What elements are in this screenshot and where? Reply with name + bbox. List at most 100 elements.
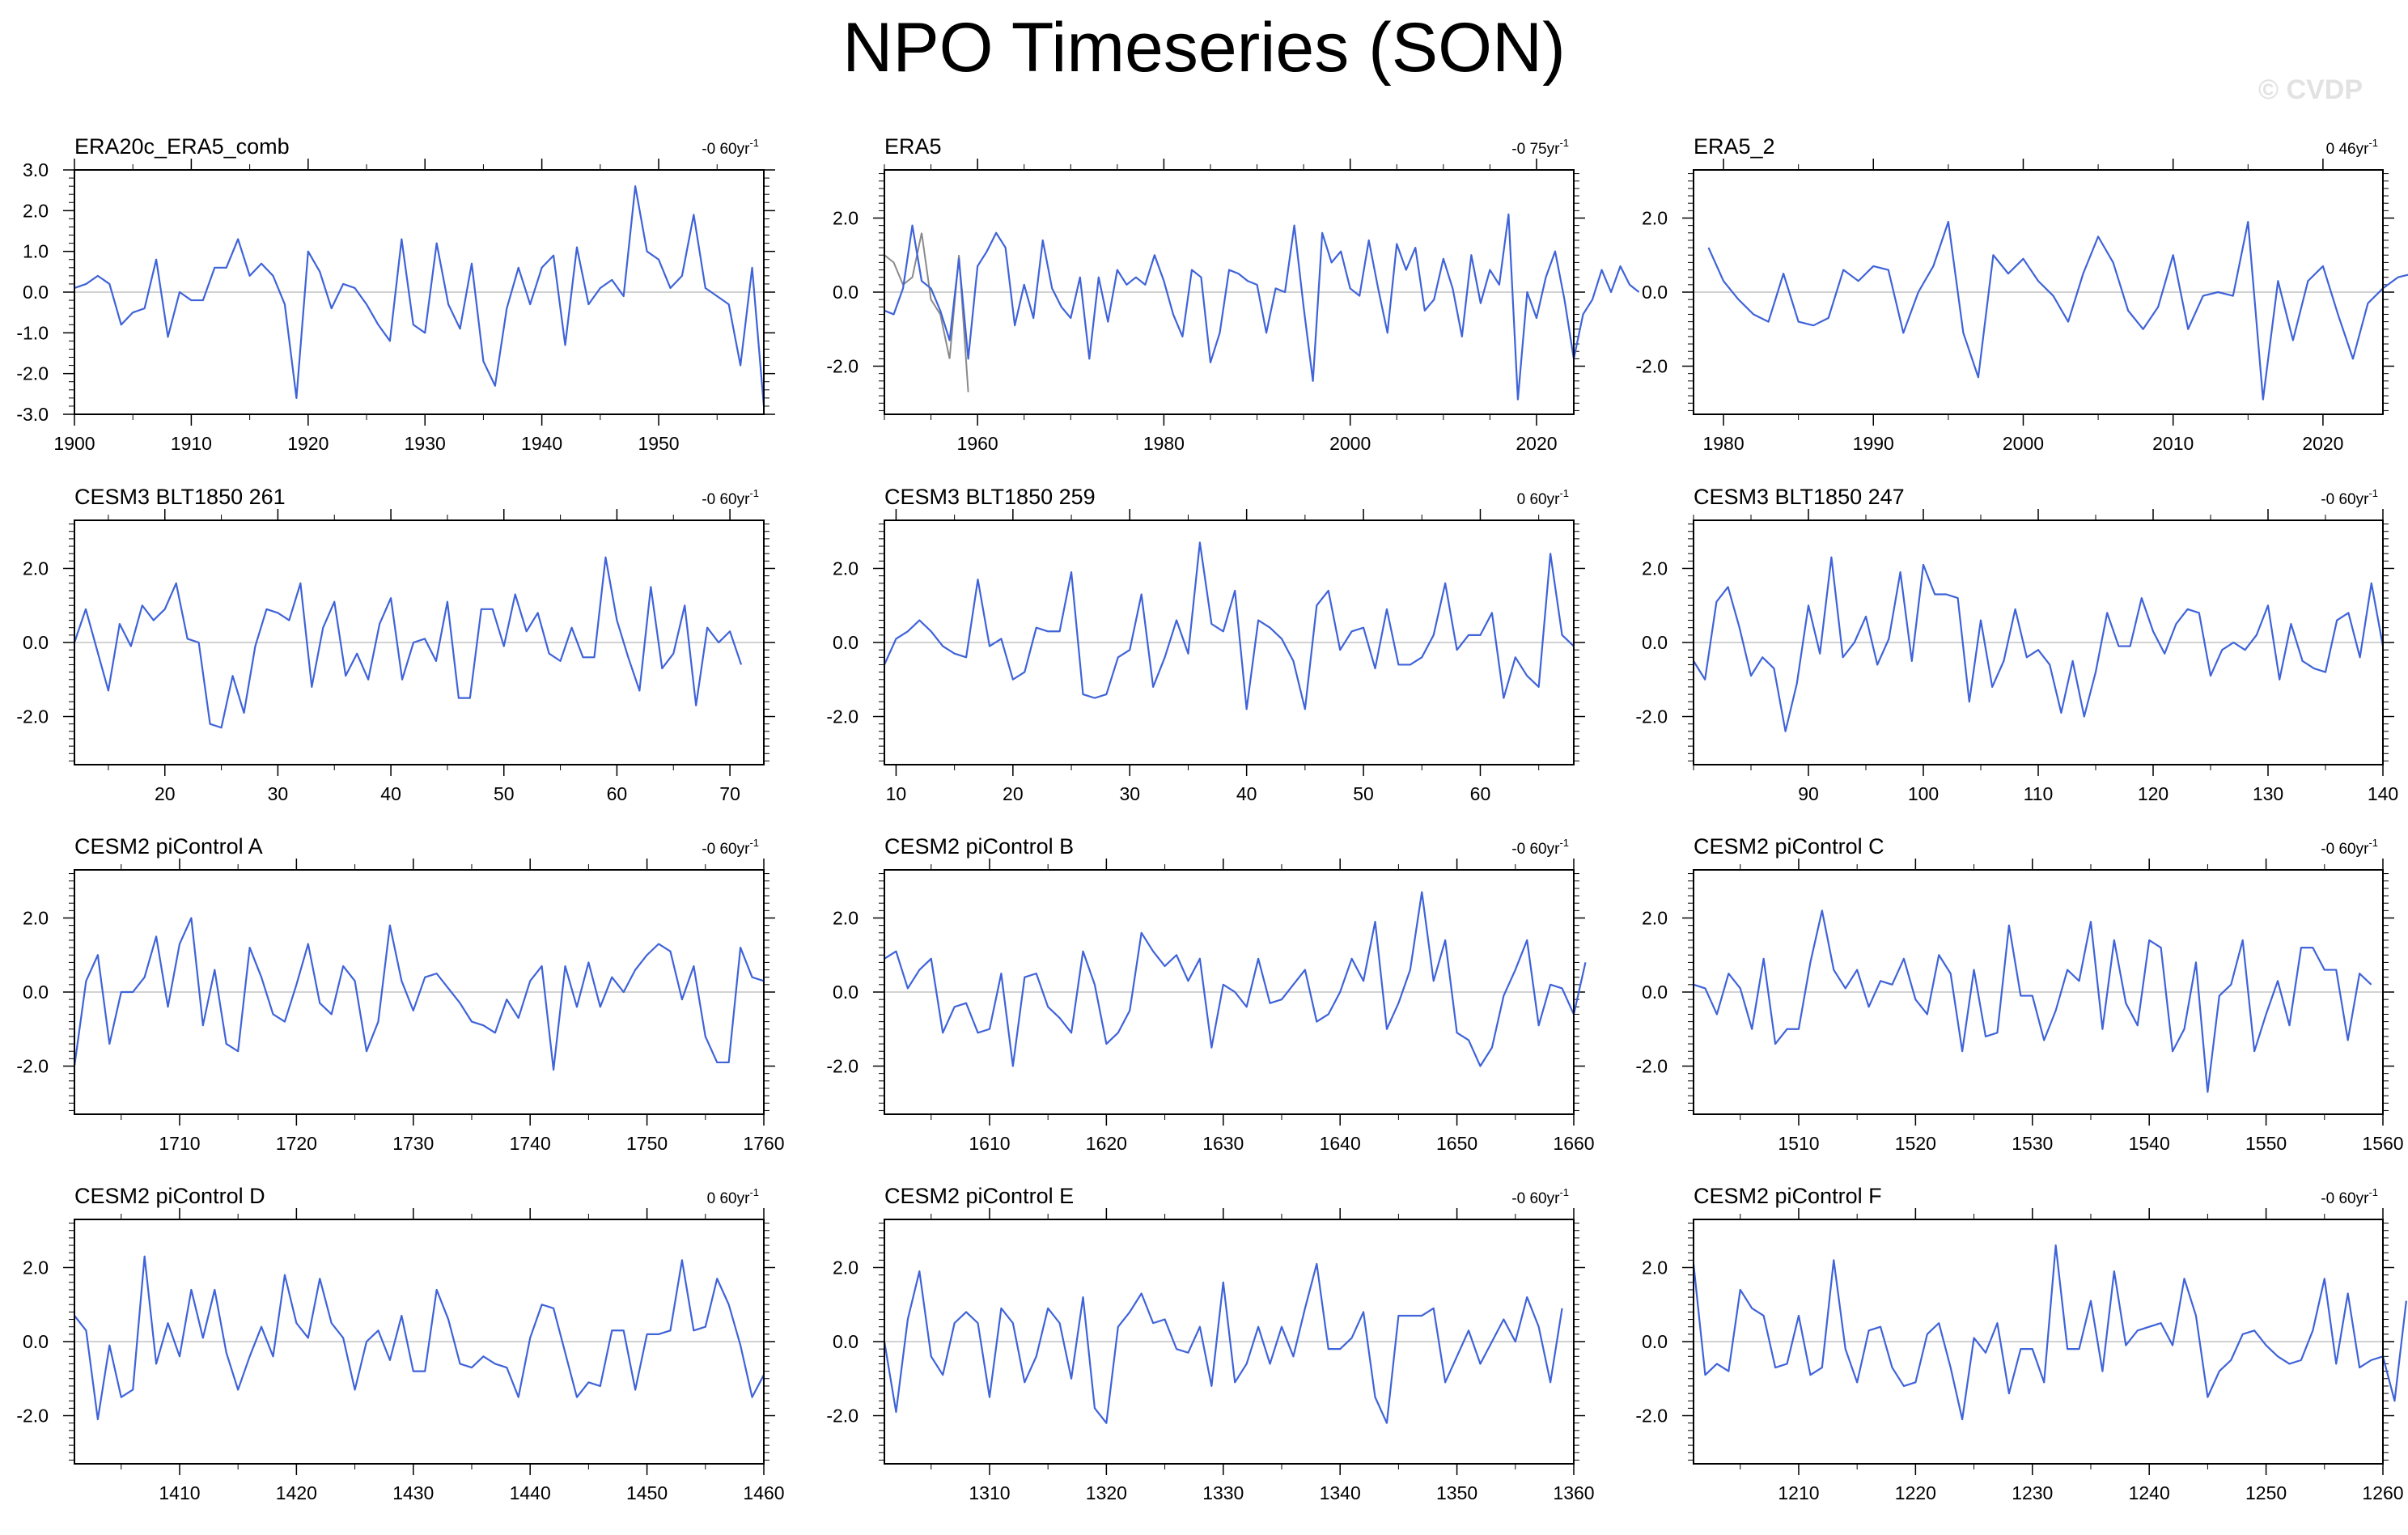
x-tick-label: 1940 <box>521 433 562 454</box>
y-tick-label: 0.0 <box>23 1331 49 1352</box>
y-tick-label: 0.0 <box>833 982 858 1003</box>
y-tick-label: -2.0 <box>1635 706 1668 727</box>
x-tick-label: 1550 <box>2245 1133 2287 1154</box>
panel-title: CESM3 BLT1850 247 <box>1694 485 1905 509</box>
x-tick-label: 20 <box>155 783 176 804</box>
y-tick-label: -2.0 <box>826 356 858 377</box>
chart-panel: ERA20c_ERA5_comb -0 60yr-1 -3.0 -2.0 -1.0 0.0… <box>16 134 775 454</box>
x-tick-label: 1750 <box>626 1133 668 1154</box>
y-tick-label: 0.0 <box>1642 1331 1668 1352</box>
x-tick-label: 1740 <box>510 1133 551 1154</box>
x-tick-label: 30 <box>1119 783 1140 804</box>
trend-exponent: -1 <box>2368 1186 2378 1198</box>
chart-panel: CESM3 BLT1850 261 -0 60yr-1 -2.0 0.0 2.0 20 30… <box>16 485 775 804</box>
chart-panel: ERA5_2 0 46yr-1 -2.0 0.0 2.0 1980 1990 2000 2010… <box>1635 134 2408 454</box>
x-tick-label: 1640 <box>1320 1133 1361 1154</box>
trend-label: -0 60yr-1 <box>2321 837 2378 858</box>
x-tick-label: 1530 <box>2012 1133 2053 1154</box>
x-tick-label: 1990 <box>1853 433 1894 454</box>
chart-panel: CESM2 piControl B -0 60yr-1 -2.0 0.0 2.0 1610… <box>826 834 1594 1154</box>
plot-frame <box>1693 869 2384 1115</box>
chart-panel: CESM2 piControl F -0 60yr-1 -2.0 0.0 2.0 1210… <box>1635 1184 2407 1503</box>
x-tick-label: 140 <box>2368 783 2398 804</box>
x-tick-label: 110 <box>2024 783 2054 804</box>
y-tick-label: -1.0 <box>16 322 49 343</box>
x-tick-label: 1900 <box>53 433 95 454</box>
x-tick-label: 50 <box>494 783 515 804</box>
trend-exponent: -1 <box>1559 487 1569 499</box>
series-line <box>884 213 1640 401</box>
trend-exponent: -1 <box>2368 487 2378 499</box>
x-tick-label: 90 <box>1798 783 1819 804</box>
x-tick-label: 2020 <box>1516 433 1557 454</box>
x-tick-label: 1320 <box>1086 1482 1127 1503</box>
x-tick-label: 1610 <box>969 1133 1010 1154</box>
y-tick-label: 2.0 <box>1642 1257 1668 1278</box>
trend-exponent: -1 <box>2368 137 2378 149</box>
trend-label: -0 60yr-1 <box>702 487 759 508</box>
x-tick-label: 40 <box>380 783 401 804</box>
series-line <box>1693 910 2372 1093</box>
trend-exponent: -1 <box>1559 1186 1569 1198</box>
x-tick-label: 20 <box>1003 783 1024 804</box>
x-tick-label: 1980 <box>1702 433 1744 454</box>
trend-exponent: -1 <box>1559 137 1569 149</box>
series-line <box>74 1255 765 1421</box>
x-tick-label: 1560 <box>2362 1133 2403 1154</box>
x-tick-label: 2000 <box>1329 433 1371 454</box>
plot-frame <box>1693 1219 2384 1465</box>
plot-frame <box>884 869 1575 1115</box>
y-tick-label: -2.0 <box>1635 1056 1668 1077</box>
x-tick-label: 1240 <box>2129 1482 2170 1503</box>
trend-label: -0 60yr-1 <box>702 837 759 858</box>
trend-exponent: -1 <box>1559 837 1569 849</box>
series-line <box>883 1262 1563 1424</box>
y-tick-label: 2.0 <box>23 558 49 579</box>
x-tick-label: 1260 <box>2362 1482 2403 1503</box>
plot-frame <box>74 519 765 765</box>
trend-label: 0 60yr-1 <box>707 1186 759 1207</box>
trend-exponent: -1 <box>749 837 759 849</box>
overlay-line <box>884 232 969 392</box>
trend-label: -0 75yr-1 <box>1511 137 1569 158</box>
plot-frame <box>74 169 765 415</box>
series-line <box>1693 556 2385 732</box>
x-tick-label: 1660 <box>1553 1133 1594 1154</box>
x-tick-label: 1920 <box>287 433 329 454</box>
plot-frame <box>74 1219 765 1465</box>
trend-exponent: -1 <box>2368 837 2378 849</box>
x-tick-label: 1360 <box>1553 1482 1594 1503</box>
x-tick-label: 60 <box>607 783 628 804</box>
y-tick-label: -2.0 <box>16 363 49 384</box>
y-tick-label: 0.0 <box>1642 282 1668 303</box>
trend-label: -0 60yr-1 <box>1511 1186 1569 1207</box>
x-tick-label: 1310 <box>969 1482 1010 1503</box>
x-tick-label: 1410 <box>159 1482 200 1503</box>
y-tick-label: 2.0 <box>23 907 49 928</box>
x-tick-label: 1760 <box>743 1133 784 1154</box>
x-tick-label: 1650 <box>1436 1133 1477 1154</box>
chart-panel: CESM3 BLT1850 259 0 60yr-1 -2.0 0.0 2.0 10 20 3… <box>826 485 1585 804</box>
x-tick-label: 1350 <box>1436 1482 1477 1503</box>
y-tick-label: 0.0 <box>833 632 858 653</box>
chart-panel: CESM2 piControl E -0 60yr-1 -2.0 0.0 2.0 1310… <box>826 1184 1594 1503</box>
x-tick-label: 1960 <box>957 433 998 454</box>
panel-title: ERA5_2 <box>1694 134 1775 159</box>
y-tick-label: -2.0 <box>16 1056 49 1077</box>
plot-frame <box>884 519 1575 765</box>
x-tick-label: 1450 <box>626 1482 668 1503</box>
y-tick-label: 2.0 <box>23 200 49 221</box>
panel-title: CESM3 BLT1850 259 <box>884 485 1096 509</box>
x-tick-label: 1540 <box>2129 1133 2170 1154</box>
y-tick-label: 2.0 <box>833 1257 858 1278</box>
y-tick-label: 0.0 <box>833 282 858 303</box>
x-tick-label: 1510 <box>1778 1133 1819 1154</box>
x-tick-label: 70 <box>719 783 740 804</box>
x-tick-label: 1210 <box>1778 1482 1819 1503</box>
series-line <box>73 556 743 729</box>
y-tick-label: 0.0 <box>833 1331 858 1352</box>
y-tick-label: -2.0 <box>826 706 858 727</box>
x-tick-label: 1720 <box>276 1133 317 1154</box>
x-tick-label: 1230 <box>2012 1482 2053 1503</box>
